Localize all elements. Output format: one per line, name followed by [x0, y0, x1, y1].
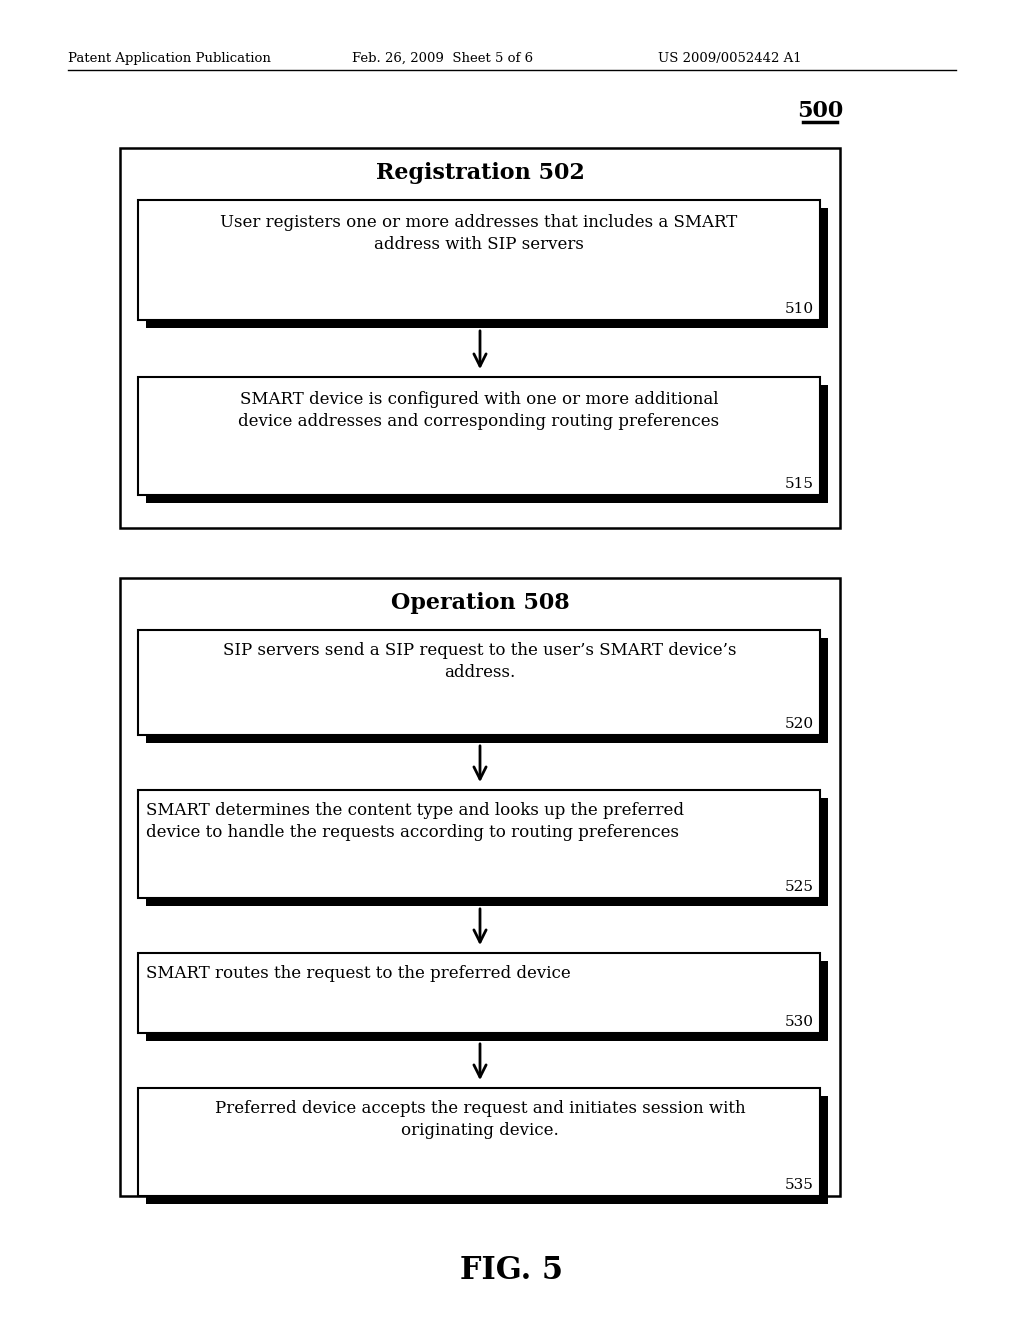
Bar — [146, 638, 828, 743]
Text: SIP servers send a SIP request to the user’s SMART device’s: SIP servers send a SIP request to the us… — [223, 642, 736, 659]
Text: originating device.: originating device. — [401, 1122, 559, 1139]
Bar — [138, 1088, 820, 1196]
Text: SMART routes the request to the preferred device: SMART routes the request to the preferre… — [146, 965, 570, 982]
Bar — [138, 789, 820, 898]
Text: SMART determines the content type and looks up the preferred: SMART determines the content type and lo… — [146, 803, 684, 818]
Text: FIG. 5: FIG. 5 — [461, 1255, 563, 1286]
Text: 520: 520 — [784, 717, 814, 731]
Bar — [138, 953, 820, 1034]
Bar — [138, 378, 820, 495]
Text: 535: 535 — [785, 1177, 814, 1192]
Text: Feb. 26, 2009  Sheet 5 of 6: Feb. 26, 2009 Sheet 5 of 6 — [352, 51, 534, 65]
Text: User registers one or more addresses that includes a SMART: User registers one or more addresses tha… — [220, 214, 737, 231]
Text: Operation 508: Operation 508 — [390, 591, 569, 614]
Text: Patent Application Publication: Patent Application Publication — [68, 51, 271, 65]
Bar — [146, 209, 828, 327]
Bar — [146, 961, 828, 1041]
Text: US 2009/0052442 A1: US 2009/0052442 A1 — [658, 51, 802, 65]
Text: address.: address. — [444, 664, 516, 681]
Text: 525: 525 — [785, 880, 814, 894]
Text: Registration 502: Registration 502 — [376, 162, 585, 183]
Text: address with SIP servers: address with SIP servers — [374, 236, 584, 253]
Text: 510: 510 — [784, 302, 814, 315]
Bar — [146, 799, 828, 906]
Bar — [138, 201, 820, 319]
Text: device to handle the requests according to routing preferences: device to handle the requests according … — [146, 824, 679, 841]
Bar — [120, 578, 840, 1196]
Bar — [146, 1096, 828, 1204]
Text: Preferred device accepts the request and initiates session with: Preferred device accepts the request and… — [215, 1100, 745, 1117]
Bar — [146, 385, 828, 503]
Text: device addresses and corresponding routing preferences: device addresses and corresponding routi… — [239, 413, 720, 430]
Bar — [120, 148, 840, 528]
Text: 500: 500 — [797, 100, 843, 121]
Text: 530: 530 — [785, 1015, 814, 1030]
Text: 515: 515 — [785, 477, 814, 491]
Bar — [138, 630, 820, 735]
Text: SMART device is configured with one or more additional: SMART device is configured with one or m… — [240, 391, 718, 408]
